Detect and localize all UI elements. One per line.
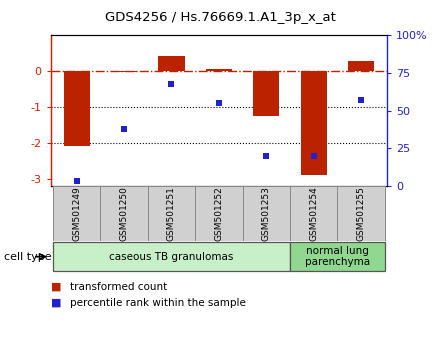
Text: GDS4256 / Hs.76669.1.A1_3p_x_at: GDS4256 / Hs.76669.1.A1_3p_x_at bbox=[105, 11, 335, 24]
Bar bbox=[253, 71, 279, 116]
Text: GSM501252: GSM501252 bbox=[214, 186, 224, 241]
Bar bbox=[148, 186, 195, 241]
Text: ■: ■ bbox=[51, 298, 61, 308]
Text: GSM501253: GSM501253 bbox=[262, 186, 271, 241]
Text: GSM501250: GSM501250 bbox=[120, 186, 128, 241]
Bar bbox=[337, 186, 385, 241]
Text: GSM501254: GSM501254 bbox=[309, 186, 318, 241]
Bar bbox=[206, 69, 232, 71]
Text: cell type: cell type bbox=[4, 252, 52, 262]
Bar bbox=[348, 61, 374, 71]
Text: caseous TB granulomas: caseous TB granulomas bbox=[109, 252, 234, 262]
Bar bbox=[195, 186, 242, 241]
Text: GSM501251: GSM501251 bbox=[167, 186, 176, 241]
Bar bbox=[111, 71, 137, 72]
Bar bbox=[290, 242, 385, 271]
Bar bbox=[290, 186, 337, 241]
Text: transformed count: transformed count bbox=[70, 282, 168, 292]
Text: GSM501249: GSM501249 bbox=[72, 186, 81, 241]
Text: ■: ■ bbox=[51, 282, 61, 292]
Bar bbox=[158, 56, 184, 71]
Bar bbox=[53, 242, 290, 271]
Text: normal lung
parenchyma: normal lung parenchyma bbox=[305, 246, 370, 268]
Bar bbox=[100, 186, 148, 241]
Bar bbox=[53, 186, 100, 241]
Text: GSM501255: GSM501255 bbox=[357, 186, 366, 241]
Bar bbox=[64, 71, 90, 147]
Bar bbox=[301, 71, 327, 175]
Text: percentile rank within the sample: percentile rank within the sample bbox=[70, 298, 246, 308]
Bar bbox=[242, 186, 290, 241]
